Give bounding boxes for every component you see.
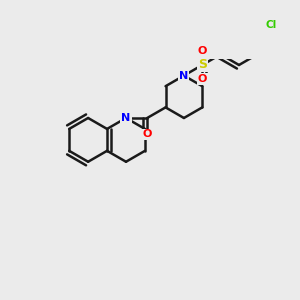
Text: N: N <box>179 70 188 81</box>
Text: O: O <box>198 46 207 56</box>
Text: Cl: Cl <box>266 20 277 30</box>
Text: O: O <box>198 74 207 84</box>
Text: S: S <box>198 58 207 71</box>
Text: N: N <box>122 113 130 123</box>
Text: O: O <box>142 129 152 140</box>
